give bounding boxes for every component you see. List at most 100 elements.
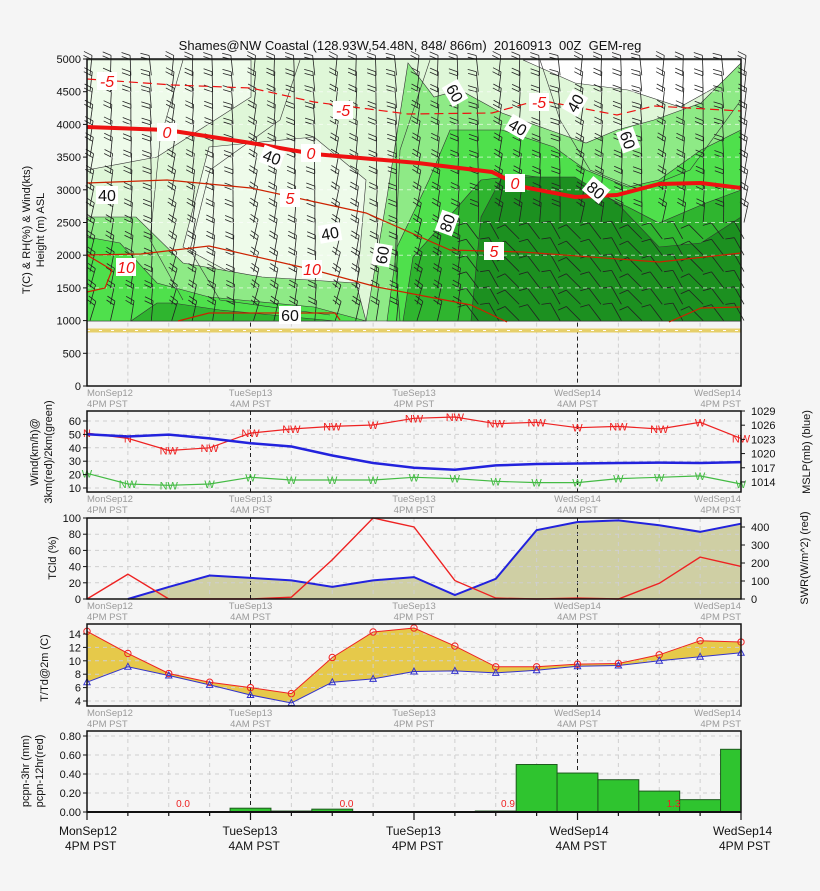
wind-barb xyxy=(171,88,175,109)
wind-barb xyxy=(171,153,176,174)
wind-barb xyxy=(191,169,196,190)
wind-barb-feather xyxy=(143,235,153,240)
wind-barb-feather xyxy=(676,169,685,175)
wind-barb xyxy=(627,240,643,256)
wind-barb-feather xyxy=(680,289,690,295)
wind-barb xyxy=(580,71,584,92)
contour-label-bg xyxy=(615,126,641,154)
wind-barb xyxy=(355,219,360,239)
wind-barb-feather xyxy=(351,283,360,289)
wind-barb xyxy=(293,235,297,256)
wind-barb xyxy=(743,170,749,190)
wind-barb-feather xyxy=(448,52,458,56)
wind-barb-feather xyxy=(715,202,724,207)
wind-barb-feather xyxy=(332,299,341,306)
wind-barb xyxy=(171,71,175,92)
wind-barb-feather xyxy=(141,101,151,105)
wind-barb xyxy=(504,306,520,321)
wind-barb xyxy=(416,252,423,272)
wind-barb-feather xyxy=(269,283,278,289)
wind-barb-feather xyxy=(367,100,377,105)
wind-barb-feather xyxy=(330,169,339,175)
wind-barb xyxy=(416,170,422,190)
y-tick-label: 60 xyxy=(69,416,81,428)
dewpoint-marker xyxy=(614,660,623,669)
wind-barb-feather xyxy=(347,71,357,77)
wind-barb xyxy=(557,71,561,92)
wind-barb xyxy=(600,104,603,125)
wind-barb xyxy=(743,88,747,109)
wind-barb-feather xyxy=(415,279,423,286)
wind-barb xyxy=(394,104,397,125)
wind-barb xyxy=(498,88,502,109)
wind-barb-feather xyxy=(575,116,584,122)
wind-barb-feather xyxy=(121,52,131,56)
wind-barb-feather xyxy=(602,237,612,240)
wind-barb-feather xyxy=(141,121,151,126)
time-label-day: MonSep12 xyxy=(87,708,133,719)
wind-barb-feather xyxy=(452,296,462,302)
wind-barb-feather xyxy=(575,136,584,142)
wind-barb-feather xyxy=(167,165,176,171)
y2-tick-label: 0 xyxy=(751,594,757,606)
wind-barb xyxy=(437,202,441,223)
precip-bar xyxy=(720,748,742,813)
wind-barb xyxy=(743,137,748,158)
wind-barb-feather xyxy=(142,198,152,203)
wind-barb-feather xyxy=(695,137,704,142)
wind-direction-label: W xyxy=(695,471,706,483)
wind-barb-feather xyxy=(457,255,467,259)
y2-tick-label: 1017 xyxy=(751,463,775,475)
wind-barb-feather xyxy=(168,181,177,187)
wind-barb xyxy=(498,202,504,223)
wind-barb xyxy=(688,273,704,289)
chart-title: Shames@NW Coastal (128.93W,54.48N, 848/ … xyxy=(178,38,642,53)
wind-barb-feather xyxy=(249,201,258,208)
wind-barb xyxy=(253,71,257,92)
wind-barb-feather xyxy=(557,306,567,311)
wind-barb xyxy=(465,222,479,240)
wind-barb-feather xyxy=(165,51,174,56)
wind-barb xyxy=(89,88,93,109)
wind-barb-feather xyxy=(247,103,256,109)
wind-barb xyxy=(558,137,561,158)
wind-barb xyxy=(498,71,502,92)
wind-barb xyxy=(620,153,623,174)
wind-barb xyxy=(504,289,520,305)
wind-barb-feather xyxy=(385,52,395,56)
wind-barb xyxy=(488,286,500,305)
wind-barb-feather xyxy=(594,169,604,175)
wind-barb xyxy=(498,186,504,207)
wind-barb-feather xyxy=(122,84,131,89)
wind-barb-feather xyxy=(656,83,665,89)
rh-contour-label: 60 xyxy=(616,129,638,152)
wind-barb-feather xyxy=(541,270,551,273)
wind-barb xyxy=(743,186,749,207)
wind-barb-feather xyxy=(222,73,232,77)
wind-barb-feather xyxy=(349,165,359,171)
wind-direction-label: NW xyxy=(282,424,301,436)
wind-barb xyxy=(130,137,132,158)
wind-barb-feather xyxy=(268,181,277,187)
wind-barb xyxy=(150,300,154,321)
wind-barb xyxy=(355,202,360,223)
wind-barb-feather xyxy=(676,149,686,154)
time-label-day: TueSep13 xyxy=(392,601,436,612)
time-label-day: WedSep14 xyxy=(554,708,601,719)
wind-direction-label: W xyxy=(368,420,379,432)
wind-barb xyxy=(550,253,561,272)
time-label-day: TueSep13 xyxy=(392,708,436,719)
wind-barb xyxy=(437,137,440,158)
wind-barb-feather xyxy=(450,169,459,175)
wind-barb xyxy=(620,71,622,92)
wind-barb-feather xyxy=(450,149,459,154)
temp-contour-label: 0 xyxy=(163,125,172,142)
precip-12hr-total: 0.0 xyxy=(176,799,190,810)
y-tick-label: 3000 xyxy=(57,185,81,197)
wind-barb-feather xyxy=(306,182,315,187)
wind-barb xyxy=(476,120,479,141)
rh-contour-label: 40 xyxy=(98,188,116,205)
wind-barb-feather xyxy=(285,100,295,105)
wind-barb-feather xyxy=(550,133,560,138)
wind-barb xyxy=(527,271,540,289)
